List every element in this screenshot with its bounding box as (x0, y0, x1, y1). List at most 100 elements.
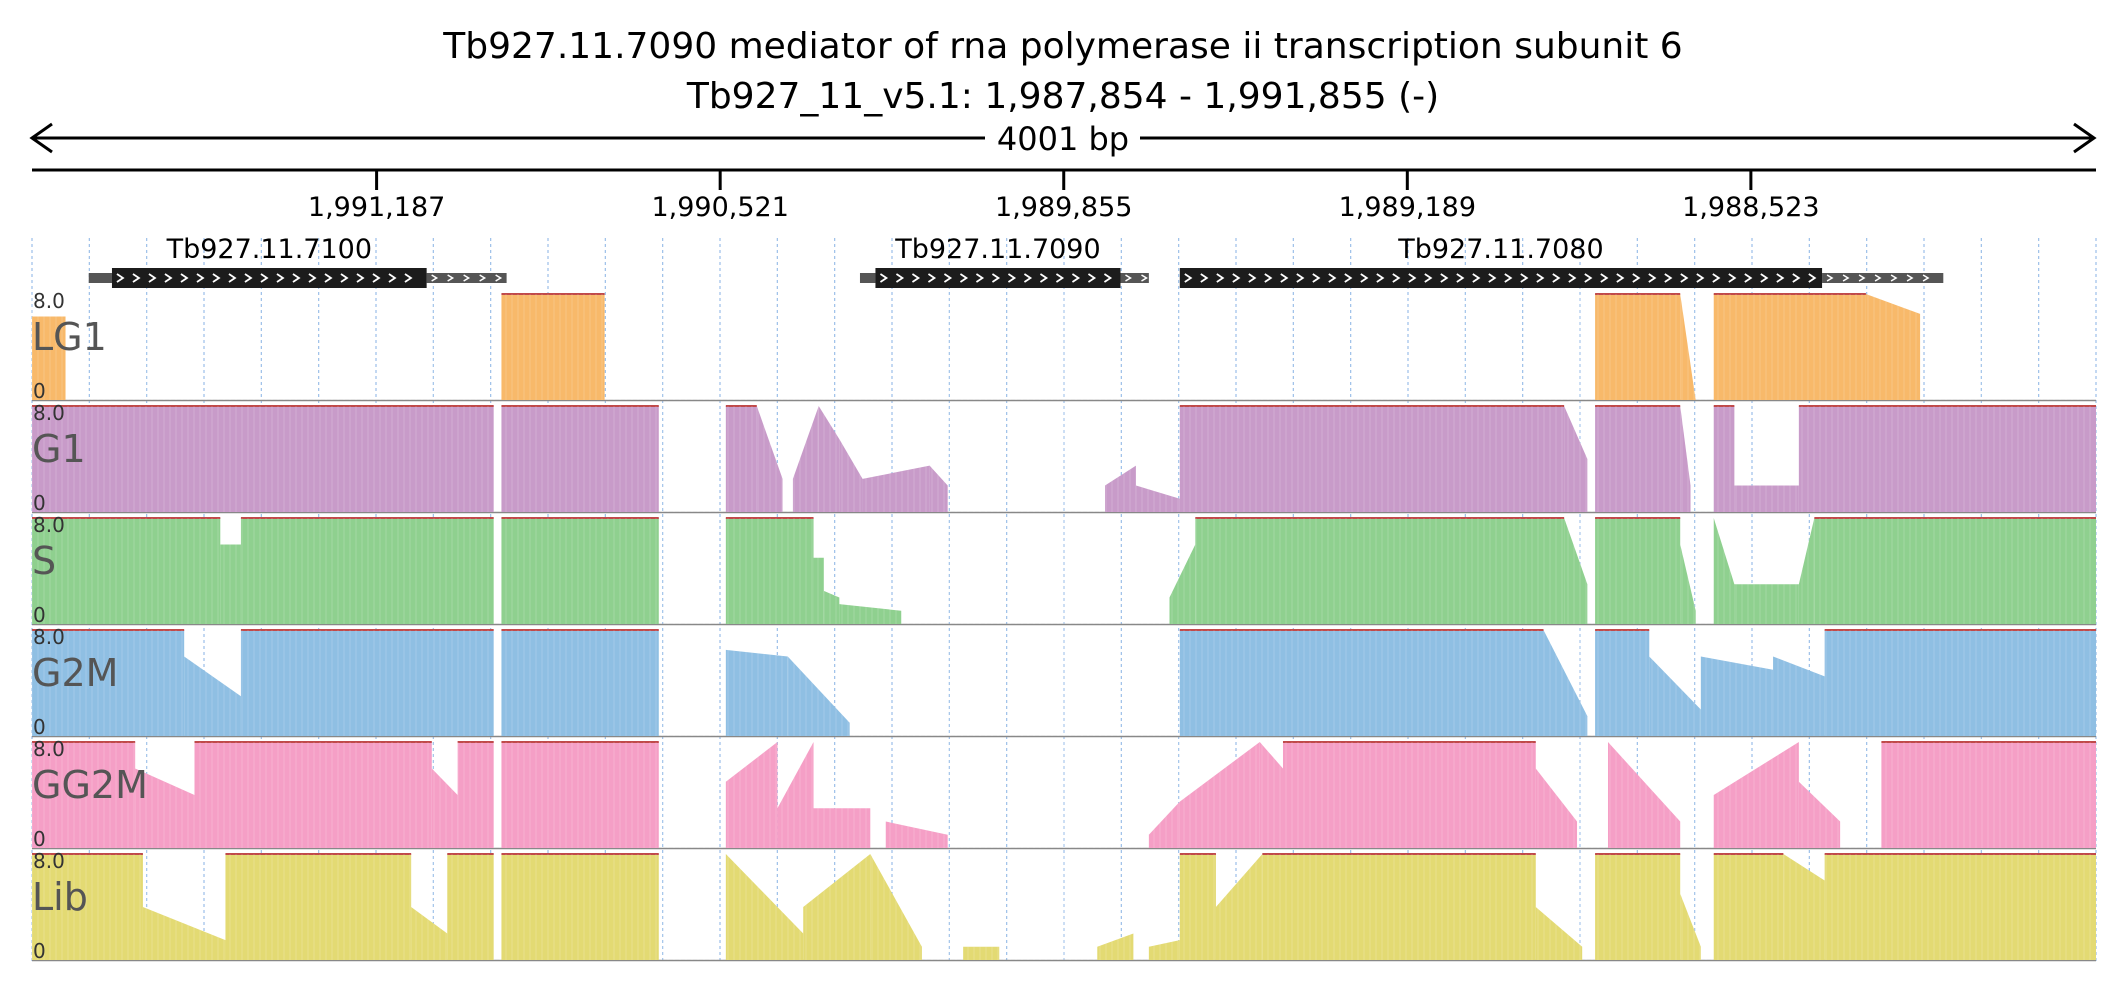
strand-chevron-icon (1472, 273, 1481, 283)
track-ymin-label: 0 (33, 939, 46, 963)
strand-chevron-icon (180, 273, 189, 283)
strand-chevron-icon (1792, 273, 1801, 283)
coverage-segment (725, 649, 788, 736)
strand-chevron-icon (1906, 274, 1914, 282)
axis-tick-label: 1,988,523 (1682, 192, 1819, 223)
strand-chevron-icon (1696, 273, 1705, 283)
track-ymin-label: 0 (33, 491, 46, 515)
track-ymax-label: 8.0 (33, 625, 65, 649)
strand-chevron-icon (1536, 273, 1545, 283)
strand-chevron-icon (1200, 273, 1209, 283)
coverage-segment (1798, 781, 1841, 848)
track-g2m: 8.0 0 G2M (31, 625, 2096, 739)
strand-chevron-icon (1728, 273, 1737, 283)
strand-chevron-icon (1680, 273, 1689, 283)
strand-chevron-icon (431, 274, 439, 282)
coverage-segment (870, 854, 922, 960)
coverage-segment (1595, 294, 1681, 400)
coverage-segment (839, 604, 902, 624)
strand-chevron-icon (1280, 273, 1289, 283)
strand-chevron-icon (1568, 273, 1577, 283)
gene-label: Tb927.11.7090 (894, 234, 1100, 265)
strand-chevron-icon (447, 274, 455, 282)
strand-chevron-icon (1071, 273, 1081, 283)
coverage-segment (32, 854, 143, 960)
gene-cds (1179, 268, 1823, 288)
strand-chevron-icon (911, 273, 921, 283)
coverage-segment (501, 854, 659, 960)
coverage-segment (142, 907, 226, 960)
coverage-segment (1798, 406, 2096, 512)
strand-chevron-icon (943, 273, 953, 283)
gene-model[interactable]: Tb927.11.7080 (1179, 234, 1944, 288)
gene-model[interactable]: Tb927.11.7090 (859, 234, 1149, 288)
strand-chevron-icon (324, 273, 333, 283)
strand-chevron-icon (1312, 273, 1321, 283)
coverage-segment (1535, 907, 1583, 960)
coverage-segment (1148, 940, 1180, 960)
coverage-segment (1783, 854, 1825, 960)
track-name: Lib (32, 875, 88, 919)
coverage-segment (1713, 518, 1735, 624)
coverage-segment (1259, 742, 1283, 848)
strand-chevron-icon (1440, 273, 1449, 283)
strand-chevron-icon (1141, 274, 1148, 282)
strand-chevron-icon (959, 273, 969, 283)
coverage-segment (725, 742, 778, 848)
track-name: GG2M (32, 763, 148, 807)
track-ymax-label: 8.0 (33, 289, 65, 313)
strand-chevron-icon (148, 273, 157, 283)
coverage-segment (220, 544, 241, 624)
strand-chevron-icon (1055, 273, 1065, 283)
gene-label: Tb927.11.7100 (166, 234, 372, 265)
coverage-segment (1179, 630, 1544, 736)
coverage-segment (1607, 742, 1681, 848)
strand-chevron-icon (196, 273, 205, 283)
coverage-segment (1179, 742, 1260, 848)
coverage-segment (756, 406, 783, 512)
coverage-segment (1680, 544, 1696, 624)
coverage-segment (501, 630, 659, 736)
coverage-segment (725, 518, 814, 624)
coverage-segment (929, 465, 948, 512)
coverage-segment (818, 406, 840, 512)
gene-utr (426, 273, 507, 283)
strand-chevron-icon (1007, 273, 1017, 283)
coverage-segment (1179, 854, 1216, 960)
coverage-segment (240, 518, 494, 624)
coverage-segment (1169, 544, 1196, 624)
strand-chevron-icon (1184, 273, 1193, 283)
gene-utr (88, 273, 112, 283)
strand-chevron-icon (975, 273, 985, 283)
figure-subtitle: Tb927_11_v5.1: 1,987,854 - 1,991,855 (-) (686, 76, 1439, 117)
length-ruler: 4001 bp (29, 120, 2097, 158)
coverage-segment (1713, 406, 1735, 512)
strand-chevron-icon (116, 273, 125, 283)
coverage-segment (862, 465, 930, 512)
coverage-segment (1824, 630, 2096, 736)
coverage-segment (240, 630, 494, 736)
axis-tick-label: 1,990,521 (651, 192, 788, 223)
coverage-segment (431, 768, 458, 848)
strand-chevron-icon (1600, 273, 1609, 283)
strand-chevron-icon (1408, 273, 1417, 283)
strand-chevron-icon (1424, 273, 1433, 283)
strand-chevron-icon (1376, 273, 1385, 283)
coverage-segment (839, 439, 863, 512)
strand-chevron-icon (1125, 274, 1132, 282)
strand-chevron-icon (340, 273, 349, 283)
coverage-segment (1680, 294, 1696, 400)
gene-model[interactable]: Tb927.11.7100 (88, 234, 507, 288)
coverage-segment (803, 854, 871, 960)
coverage-segment (1734, 584, 1799, 624)
strand-chevron-icon (1087, 273, 1097, 283)
coverage-segment (501, 518, 659, 624)
strand-chevron-icon (1552, 273, 1561, 283)
coverage-segment (1195, 518, 1565, 624)
coverage-segment (1680, 406, 1691, 512)
track-ymin-label: 0 (33, 379, 46, 403)
coverage-segment (1680, 893, 1701, 960)
coverage-segment (725, 854, 804, 960)
